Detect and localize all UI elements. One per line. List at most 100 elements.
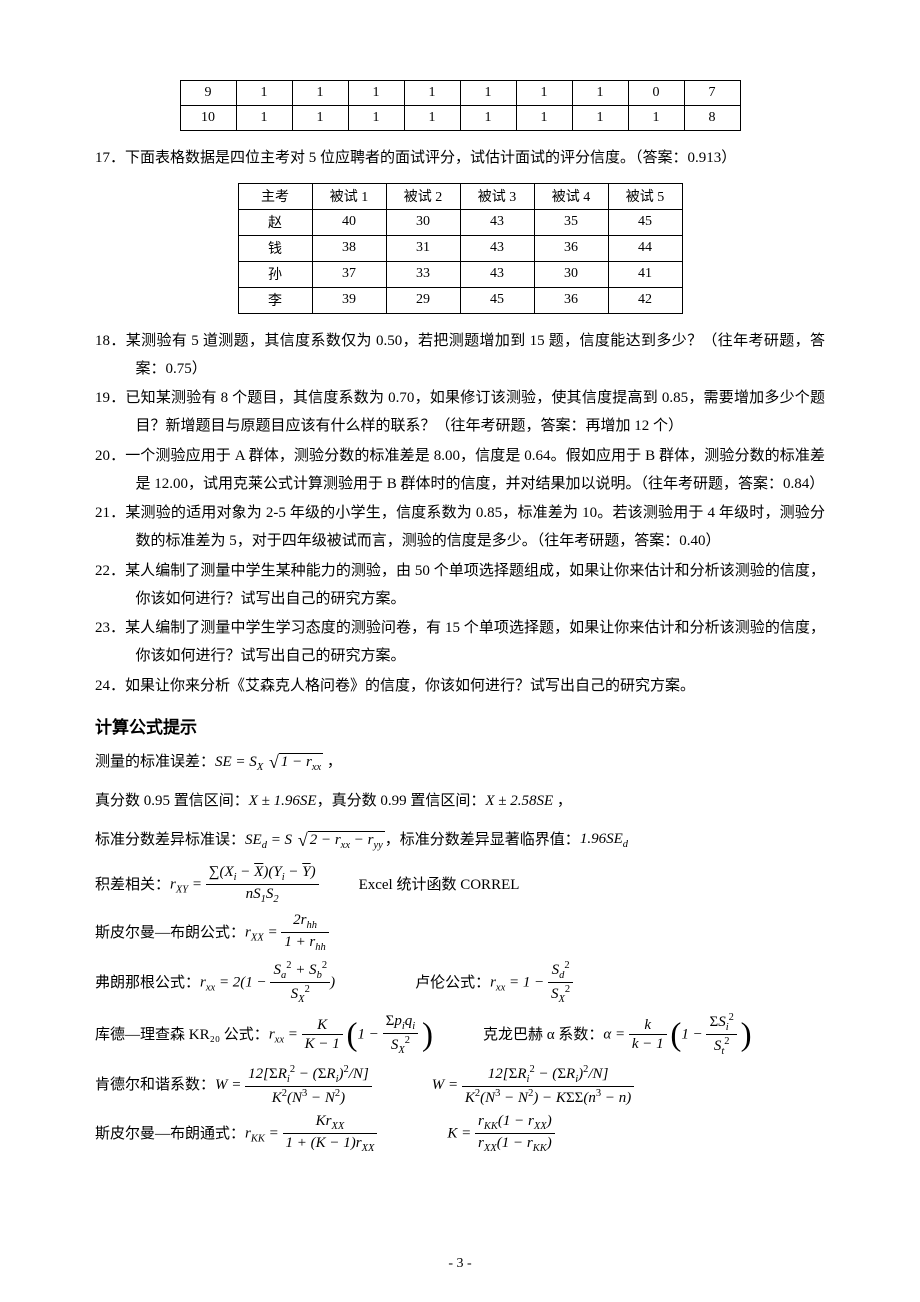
- table-cell: 33: [386, 261, 460, 287]
- qnum: 22．: [95, 563, 125, 579]
- table-cell: 1: [460, 81, 516, 106]
- table-cell: 45: [460, 287, 534, 313]
- page-footer: - 3 -: [0, 1256, 920, 1272]
- table-header-cell: 被试 3: [460, 183, 534, 209]
- table-cell: 31: [386, 235, 460, 261]
- table-cell: 李: [238, 287, 312, 313]
- table-cell: 0: [628, 81, 684, 106]
- eq-spbrown: rXX = 2rhh 1 + rhh: [245, 912, 329, 954]
- table-cell: 45: [608, 209, 682, 235]
- formula-sed: 标准分数差异标准误： SEd = S √2 − rxx − ryy ，标准分数差…: [95, 822, 825, 858]
- qnum: 23．: [95, 620, 125, 636]
- eq-k-solve: K = rKK(1 − rXX) rXX(1 − rKK): [447, 1113, 554, 1155]
- table-cell: 1: [292, 106, 348, 131]
- question-17: 17．下面表格数据是四位主考对 5 位应聘者的面试评分，试估计面试的评分信度。（…: [95, 145, 825, 173]
- eq-pearson: rXY = ∑(Xi − X)(Yi − Y) nS1S2: [170, 864, 319, 906]
- formula-ci: 真分数 0.95 置信区间： X ± 1.96SE ， 真分数 0.99 置信区…: [95, 786, 825, 816]
- eq-kendall-2: W = 12[ΣRi2 − (ΣRi)2/N] K2(N3 − N2) − KΣ…: [432, 1064, 635, 1107]
- table-cell: 42: [608, 287, 682, 313]
- qtext: 下面表格数据是四位主考对 5 位应聘者的面试评分，试估计面试的评分信度。（答案：…: [125, 150, 736, 166]
- qtext: 某测验有 5 道测题，其信度系数仅为 0.50，若把测题增加到 15 题，信度能…: [126, 333, 825, 377]
- table-cell: 1: [292, 81, 348, 106]
- table-header-cell: 主考: [238, 183, 312, 209]
- question-item: 23．某人编制了测量中学生学习态度的测验问卷，有 15 个单项选择题，如果让你来…: [95, 615, 825, 671]
- qnum: 18．: [95, 333, 126, 349]
- eq-sed-crit: 1.96SEd: [580, 824, 628, 855]
- qtext: 某测验的适用对象为 2-5 年级的小学生，信度系数为 0.85，标准差为 10。…: [125, 505, 825, 549]
- table-header-cell: 被试 5: [608, 183, 682, 209]
- table-cell: 43: [460, 209, 534, 235]
- table-cell: 赵: [238, 209, 312, 235]
- qtext: 已知某测验有 8 个题目，其信度系数为 0.70，如果修订该测验，使其信度提高到…: [125, 390, 825, 434]
- table-examiners: 主考被试 1被试 2被试 3被试 4被试 5 赵4030433545钱38314…: [238, 183, 683, 314]
- qtext: 某人编制了测量中学生学习态度的测验问卷，有 15 个单项选择题，如果让你来估计和…: [125, 620, 825, 664]
- table-cell: 1: [404, 106, 460, 131]
- question-item: 18．某测验有 5 道测题，其信度系数仅为 0.50，若把测题增加到 15 题，…: [95, 328, 825, 384]
- table-cell: 7: [684, 81, 740, 106]
- table-row: 9111111107: [180, 81, 740, 106]
- section-title: 计算公式提示: [95, 713, 825, 738]
- table-cell: 43: [460, 235, 534, 261]
- eq-rulon: rxx = 1 − Sd2 SX2: [490, 960, 573, 1006]
- table-cell: 9: [180, 81, 236, 106]
- question-item: 24．如果让你来分析《艾森克人格问卷》的信度，你该如何进行？试写出自己的研究方案…: [95, 673, 825, 701]
- eq-kendall-1: W = 12[ΣRi2 − (ΣRi)2/N] K2(N3 − N2): [215, 1064, 372, 1107]
- qtext: 一个测验应用于 A 群体，测验分数的标准差是 8.00，信度是 0.64。假如应…: [125, 448, 825, 492]
- table-row: 李3929453642: [238, 287, 682, 313]
- table-header-cell: 被试 2: [386, 183, 460, 209]
- qnum: 19．: [95, 390, 125, 406]
- table-row: 孙3733433041: [238, 261, 682, 287]
- table-cell: 30: [534, 261, 608, 287]
- question-item: 20．一个测验应用于 A 群体，测验分数的标准差是 8.00，信度是 0.64。…: [95, 443, 825, 499]
- table-cell: 1: [236, 81, 292, 106]
- table-cell: 44: [608, 235, 682, 261]
- table-header-cell: 被试 4: [534, 183, 608, 209]
- table-cell: 1: [572, 106, 628, 131]
- formula-spbrown: 斯皮尔曼—布朗公式： rXX = 2rhh 1 + rhh: [95, 912, 825, 954]
- table-cell: 30: [386, 209, 460, 235]
- question-item: 19．已知某测验有 8 个题目，其信度系数为 0.70，如果修订该测验，使其信度…: [95, 385, 825, 441]
- eq-ci99: X ± 2.58SE: [485, 786, 553, 816]
- table-cell: 38: [312, 235, 386, 261]
- table-cell: 40: [312, 209, 386, 235]
- table-continuation: 911111110710111111118: [180, 80, 741, 131]
- table-cell: 36: [534, 287, 608, 313]
- eq-flanagan: rxx = 2(1 − Sa2 + Sb2 SX2 ): [200, 960, 335, 1006]
- eq-spbrown-gen: rKK = KrXX 1 + (K − 1)rXX: [245, 1113, 377, 1155]
- table-cell: 35: [534, 209, 608, 235]
- table-header-cell: 被试 1: [312, 183, 386, 209]
- table-cell: 39: [312, 287, 386, 313]
- table-cell: 1: [236, 106, 292, 131]
- table-cell: 1: [460, 106, 516, 131]
- question-item: 22．某人编制了测量中学生某种能力的测验，由 50 个单项选择题组成，如果让你来…: [95, 558, 825, 614]
- qtext: 某人编制了测量中学生某种能力的测验，由 50 个单项选择题组成，如果让你来估计和…: [125, 563, 825, 607]
- table-cell: 1: [572, 81, 628, 106]
- table-cell: 41: [608, 261, 682, 287]
- table-cell: 8: [684, 106, 740, 131]
- table-cell: 43: [460, 261, 534, 287]
- table-cell: 29: [386, 287, 460, 313]
- table-row: 赵4030433545: [238, 209, 682, 235]
- table-cell: 孙: [238, 261, 312, 287]
- table-cell: 36: [534, 235, 608, 261]
- formula-flanagan-rulon: 弗朗那根公式： rxx = 2(1 − Sa2 + Sb2 SX2 ) 卢伦公式…: [95, 960, 825, 1006]
- page: 911111110710111111118 17．下面表格数据是四位主考对 5 …: [0, 0, 920, 1302]
- eq-cronbach: α = k k − 1 (1 − ΣSi2 St2 ): [603, 1012, 751, 1058]
- qnum: 20．: [95, 448, 125, 464]
- formula-kendall: 肯德尔和谐系数： W = 12[ΣRi2 − (ΣRi)2/N] K2(N3 −…: [95, 1064, 825, 1107]
- table-cell: 1: [348, 81, 404, 106]
- table-row: 钱3831433644: [238, 235, 682, 261]
- table-cell: 1: [516, 81, 572, 106]
- eq-kr20: rxx = K K − 1 (1 − Σpiqi SX2 ): [269, 1013, 433, 1057]
- qnum: 17．: [95, 150, 125, 166]
- formula-pearson: 积差相关： rXY = ∑(Xi − X)(Yi − Y) nS1S2 Exce…: [95, 864, 825, 906]
- eq-ci95: X ± 1.96SE: [249, 786, 317, 816]
- formula-kr20-alpha: 库德—理查森 KR₂₀ 公式： rxx = K K − 1 (1 − Σpiqi…: [95, 1012, 825, 1058]
- question-list: 18．某测验有 5 道测题，其信度系数仅为 0.50，若把测题增加到 15 题，…: [95, 328, 825, 701]
- table-cell: 1: [348, 106, 404, 131]
- table-cell: 37: [312, 261, 386, 287]
- table-cell: 1: [516, 106, 572, 131]
- qnum: 21．: [95, 505, 125, 521]
- formula-se: 测量的标准误差： SE = SX √1 − rxx ，: [95, 744, 825, 780]
- table-cell: 10: [180, 106, 236, 131]
